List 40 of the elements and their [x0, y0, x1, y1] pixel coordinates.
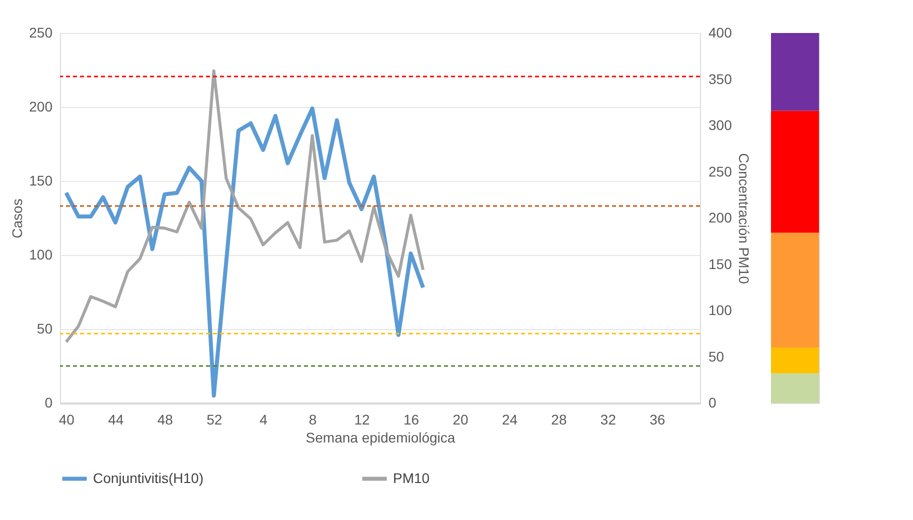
x-tick-label: 52: [206, 412, 222, 428]
x-tick-label: 12: [354, 412, 370, 428]
x-tick-label: 20: [452, 412, 468, 428]
bar: [771, 348, 819, 374]
x-axis-title: Semana epidemiológica: [306, 430, 456, 446]
y-axis-title: Casos: [9, 198, 26, 238]
y2-tick-label: 50: [708, 348, 724, 364]
line-series: [64, 69, 425, 344]
y-tick-label: 0: [44, 394, 53, 410]
y-tick-label: 50: [36, 320, 53, 336]
x-tick-label: 40: [58, 412, 75, 428]
bar: [771, 373, 819, 403]
y2-tick-label: 400: [708, 24, 732, 40]
legend-label: PM10: [393, 470, 430, 486]
y-tick-label: 200: [29, 98, 53, 114]
x-tick-label: 36: [650, 412, 666, 428]
bar: [771, 33, 819, 111]
y2-tick-label: 250: [708, 163, 732, 180]
y-tick-label: 100: [29, 246, 53, 262]
bar: [771, 110, 819, 233]
x-tick-label: 8: [308, 412, 317, 428]
legend-label: Conjuntivitis(H10): [93, 470, 204, 486]
x-tick-label: 28: [551, 412, 567, 428]
line-series: [64, 106, 426, 398]
y2-tick-label: 200: [708, 210, 732, 226]
y2-tick-label: 350: [708, 70, 732, 87]
y2-axis-title: Concentración PM10: [736, 153, 752, 284]
y2-tick-label: 100: [708, 302, 732, 318]
y2-tick-label: 150: [708, 256, 732, 272]
y-tick-label: 150: [29, 172, 53, 188]
x-tick-label: 44: [108, 412, 124, 428]
y2-tick-label: 0: [708, 394, 716, 410]
x-tick-label: 48: [157, 412, 174, 428]
x-tick-label: 32: [600, 412, 616, 428]
y-tick-label: 250: [29, 24, 53, 40]
x-tick-label: 16: [403, 412, 420, 428]
x-tick-label: 24: [502, 412, 518, 428]
x-tick-label: 4: [260, 412, 268, 428]
y2-tick-label: 300: [708, 117, 732, 133]
bar: [771, 232, 819, 348]
